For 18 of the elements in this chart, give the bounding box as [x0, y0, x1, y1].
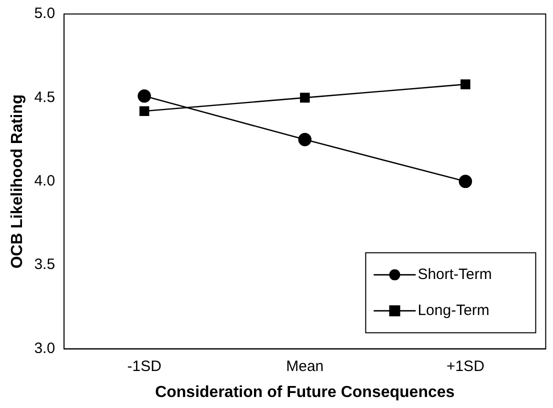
y-tick-label: 3.0: [34, 340, 56, 357]
point: [300, 92, 310, 103]
point: [458, 174, 472, 188]
x-tick-label: Mean: [286, 358, 324, 375]
y-tick-label: 4.0: [34, 172, 56, 190]
x-tick-label: +1SD: [446, 358, 485, 375]
legend-label: Long-Term: [418, 302, 490, 319]
y-tick-label: 4.5: [34, 88, 56, 106]
point: [460, 79, 470, 90]
point: [139, 106, 150, 116]
x-tick-label: -1SD: [127, 358, 162, 375]
x-axis-title: Consideration of Future Consequences: [155, 384, 455, 401]
y-tick-label: 3.5: [34, 256, 56, 274]
point: [298, 132, 312, 146]
y-tick-label: 5.0: [34, 5, 56, 22]
legend-label: Short-Term: [418, 266, 492, 283]
y-axis-title: OCB Likelihood Rating: [9, 94, 26, 269]
point: [138, 89, 151, 103]
